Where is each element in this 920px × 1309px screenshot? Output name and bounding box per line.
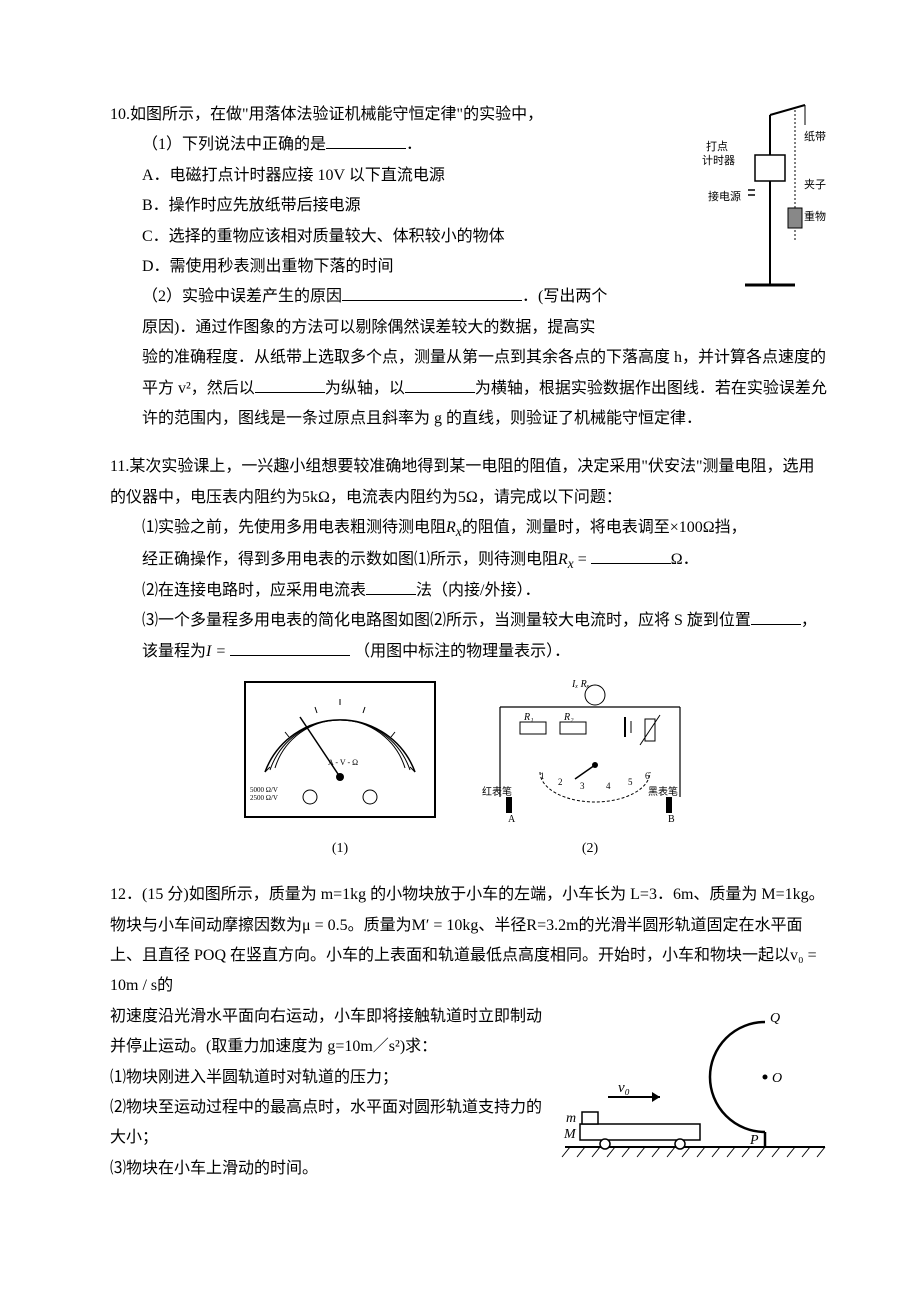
blank (342, 284, 522, 301)
svg-text:m: m (566, 1111, 576, 1126)
q12-number: 12． (110, 886, 142, 903)
q11-sub3c: 该量程为 (142, 643, 206, 660)
q10-sub2-line2: 原因)．通过作图象的方法可以剔除偶然误差较大的数据，提高实 (110, 313, 830, 343)
q11-ohm: Ω (671, 551, 683, 568)
svg-text:A - V - Ω: A - V - Ω (328, 758, 358, 767)
q11-5ohm: 5Ω (458, 489, 478, 506)
q11-Rx: R (446, 519, 456, 536)
q11-sub3-line2: 该量程为I = （用图中标注的物理量表示）． (110, 637, 830, 667)
q11-stem-c: ，请完成以下问题： (478, 489, 622, 506)
svg-text:红表笔: 红表笔 (482, 785, 512, 798)
q11-sub1b: 的阻值，测量时，将电表调至 (462, 519, 670, 536)
svg-text:4: 4 (606, 781, 611, 791)
svg-text:1: 1 (540, 771, 545, 781)
q11-sub3a: ⑶一个多量程多用电表的简化电路图如图⑵所示，当测量较大电流时，应将 S 旋到位置 (142, 612, 751, 629)
svg-text:Iₓ Rₓ: Iₓ Rₓ (571, 679, 590, 690)
svg-text:B: B (668, 814, 675, 822)
q11-I: I = (206, 643, 226, 660)
q12-R: R=3.2m (526, 917, 578, 934)
svg-text:2: 2 (558, 777, 563, 787)
q11-figures: A - V - Ω 5000 Ω/V 2500 Ω/V (1) Iₓ Rₓ R₁… (110, 677, 830, 862)
label-weight: 重物 (804, 209, 826, 223)
q11-fig2: Iₓ Rₓ R₁ R₂ 1 2 (480, 677, 700, 862)
svg-text:P: P (749, 1133, 759, 1148)
svg-text:3: 3 (580, 781, 585, 791)
svg-text:黑表笔: 黑表笔 (648, 785, 678, 798)
label-clip: 夹子 (804, 178, 826, 191)
q12-mu: μ = 0.5 (302, 917, 348, 934)
q11-sub3d: （用图中标注的物理量表示）． (354, 643, 570, 660)
blank (326, 132, 406, 149)
q10-sub1-label: （1）下列说法中正确的是 (142, 136, 326, 153)
blank (366, 578, 416, 595)
circuit-svg: Iₓ Rₓ R₁ R₂ 1 2 (480, 677, 700, 822)
q10-number: 10. (110, 106, 130, 123)
blank (230, 639, 350, 656)
q12-Mprime: M′ = 10kg (412, 917, 479, 934)
svg-text:v₀: v₀ (618, 1080, 630, 1096)
q11-sub1d: 经正确操作，得到多用电表的示数如图⑴所示，则待测电阻 (142, 551, 558, 568)
svg-text:M: M (563, 1127, 577, 1142)
q12-stem-b: 。质量为 (348, 917, 412, 934)
q11-sub2: ⑵在连接电路时，应采用电流表 法（内接/外接）． (110, 576, 830, 606)
q11-Rx2: R (558, 551, 568, 568)
q11-sub1: ⑴实验之前，先使用多用电表粗测待测电阻Rx的阻值，测量时，将电表调至×100Ω挡… (110, 513, 830, 545)
svg-text:Q: Q (770, 1011, 780, 1026)
apparatus-svg: 打点 计时器 纸带 接电源 夹子 重物 (700, 100, 830, 290)
q10-sub2e: 为纵轴，以 (325, 380, 405, 397)
q12-points: (15 分) (142, 886, 189, 903)
q11-sub1c: 挡， (715, 519, 747, 536)
question-11: 11.某次实验课上，一兴趣小组想要较准确地得到某一电阻的阻值，决定采用"伏安法"… (110, 452, 830, 862)
svg-text:R₂: R₂ (563, 712, 574, 723)
svg-text:6: 6 (645, 771, 650, 781)
svg-text:R₁: R₁ (523, 712, 534, 723)
q11-stem: 11.某次实验课上，一兴趣小组想要较准确地得到某一电阻的阻值，决定采用"伏安法"… (110, 452, 830, 513)
label-tape: 纸带 (804, 130, 826, 143)
multimeter-svg: A - V - Ω 5000 Ω/V 2500 Ω/V (240, 677, 440, 822)
q11-cap1: (1) (240, 836, 440, 863)
svg-text:5: 5 (628, 777, 633, 787)
q11-cap2: (2) (480, 836, 700, 863)
q12-stem-c: 、半径 (478, 917, 526, 934)
q12-diagram: m M v₀ O P Q (560, 1002, 830, 1183)
track-svg: m M v₀ O P Q (560, 1002, 830, 1172)
q11-number: 11. (110, 458, 129, 475)
label-timer1: 打点 (706, 139, 728, 153)
question-10: 打点 计时器 纸带 接电源 夹子 重物 10.如图所示，在做"用落体法验证机械能… (110, 100, 830, 434)
svg-text:O: O (772, 1071, 782, 1086)
q10-sub2b: ．(写出两个 (522, 288, 607, 305)
blank (405, 376, 475, 393)
q11-eq: = (574, 551, 591, 568)
q11-x100: ×100Ω (670, 519, 715, 536)
q11-fig1: A - V - Ω 5000 Ω/V 2500 Ω/V (1) (240, 677, 440, 862)
q11-stem-b: ，电流表内阻约为 (330, 489, 458, 506)
q10-sub2a: （2）实验中误差产生的原因 (142, 288, 342, 305)
blank (591, 547, 671, 564)
label-power: 接电源 (708, 189, 741, 203)
q11-5k: 5kΩ (302, 489, 330, 506)
svg-text:A: A (508, 814, 516, 822)
q11-sub3-line1: ⑶一个多量程多用电表的简化电路图如图⑵所示，当测量较大电流时，应将 S 旋到位置… (110, 606, 830, 636)
q10-stem-text: 如图所示，在做"用落体法验证机械能守恒定律"的实验中， (130, 106, 543, 123)
q11-sub1a: ⑴实验之前，先使用多用电表粗测待测电阻 (142, 519, 446, 536)
q11-sub1-line2: 经正确操作，得到多用电表的示数如图⑴所示，则待测电阻Rx = Ω． (110, 545, 830, 577)
q12-stem: 12．(15 分)如图所示，质量为 m=1kg 的小物块放于小车的左端，小车长为… (110, 880, 830, 1002)
question-12: 12．(15 分)如图所示，质量为 m=1kg 的小物块放于小车的左端，小车长为… (110, 880, 830, 1191)
q11-period: ． (683, 551, 699, 568)
svg-text:2500 Ω/V: 2500 Ω/V (250, 794, 278, 802)
q12-stem-e: 的 (157, 977, 173, 994)
blank (751, 608, 801, 625)
label-timer2: 计时器 (702, 154, 735, 167)
blank (255, 376, 325, 393)
q11-sub2b: 法（内接/外接）． (416, 582, 540, 599)
q10-sub2-line3: 验的准确程度．从纸带上选取多个点，测量从第一点到其余各点的下落高度 h，并计算各… (110, 343, 830, 434)
q11-sub2a: ⑵在连接电路时，应采用电流表 (142, 582, 366, 599)
q10-diagram: 打点 计时器 纸带 接电源 夹子 重物 (700, 100, 830, 301)
q11-sub3b: ， (801, 612, 817, 629)
svg-text:5000 Ω/V: 5000 Ω/V (250, 786, 278, 794)
